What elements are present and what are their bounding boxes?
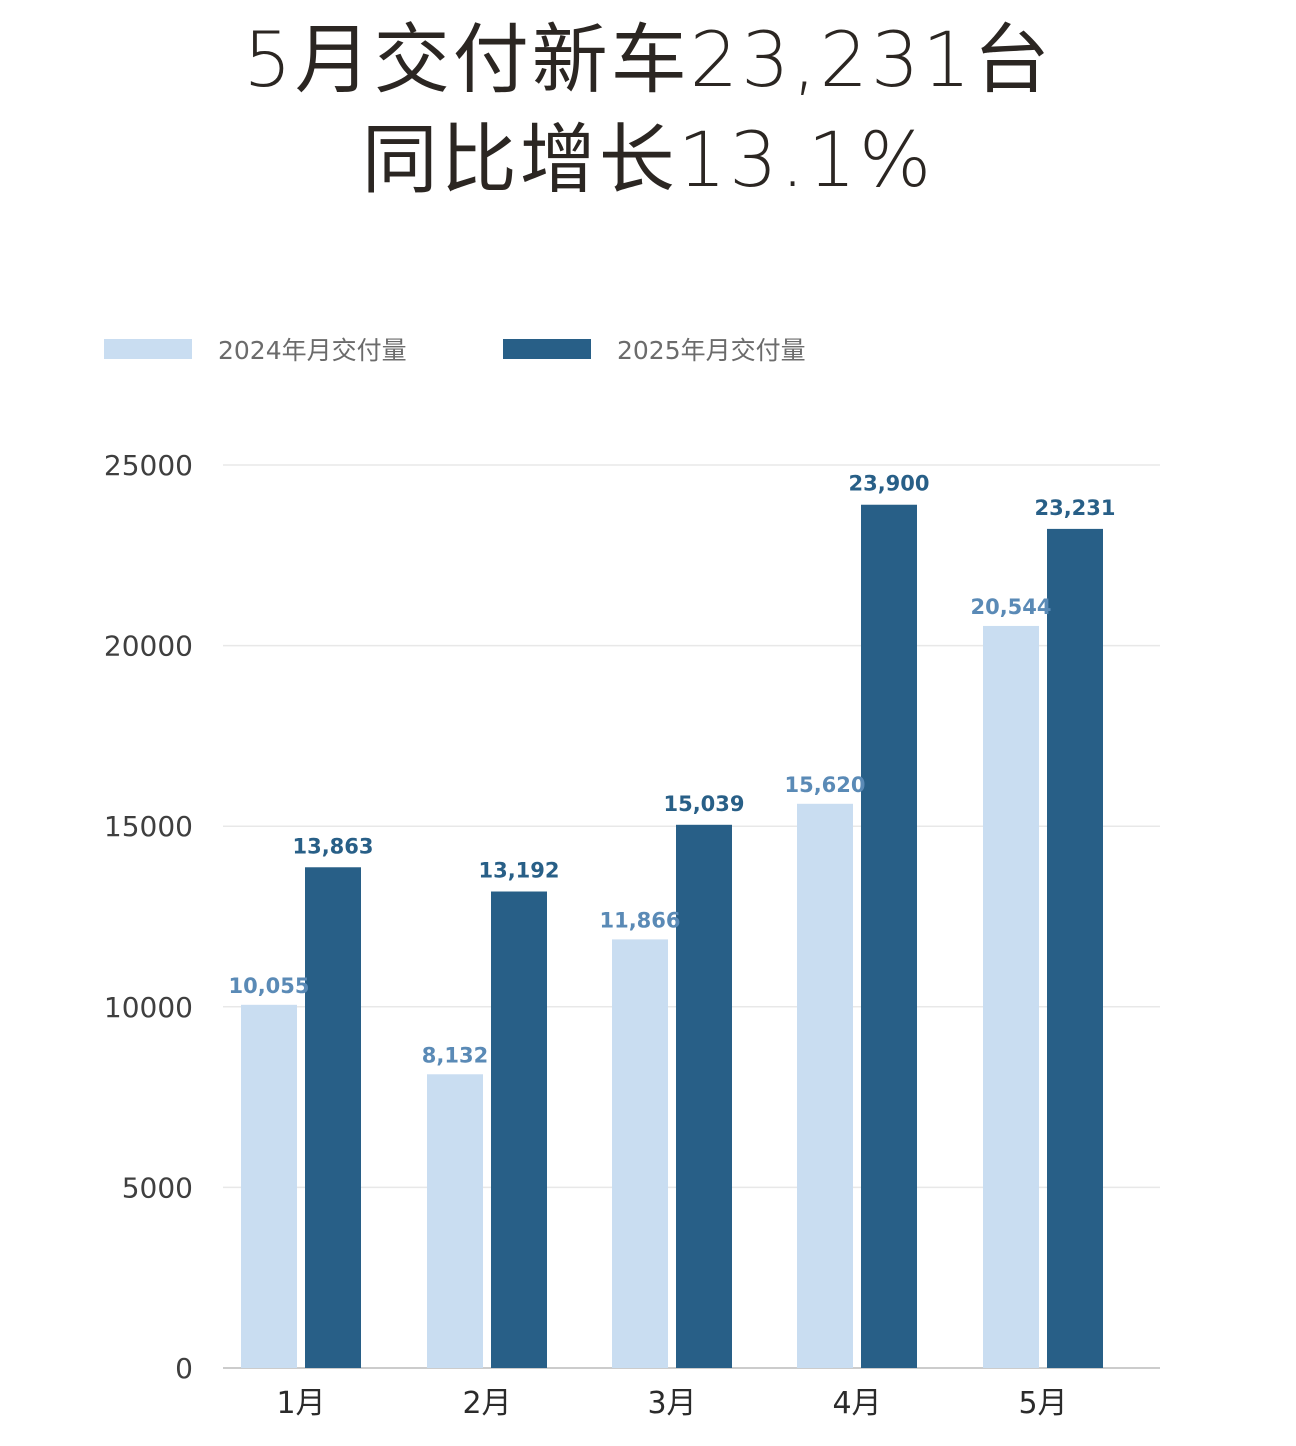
bar-2024 [612,939,668,1368]
chart-title-line-2: 同比增长13.1% [361,115,935,204]
data-label-2024: 15,620 [784,773,865,797]
y-tick-label: 0 [175,1352,193,1385]
data-label-2025: 13,863 [292,834,373,858]
bar-2024 [241,1004,297,1368]
y-tick-label: 25000 [104,449,193,482]
bar-2024 [983,625,1039,1368]
bar-2025 [491,891,547,1368]
y-tick-label: 20000 [104,630,193,663]
data-label-2024: 8,132 [422,1043,488,1067]
bar-2025 [1047,528,1103,1368]
bar-2024 [797,803,853,1368]
data-labels: 10,055 13,863 8,132 13,192 11,866 15,039 15,62… [228,472,1115,1068]
bar-2025 [861,504,917,1368]
data-label-2025: 23,231 [1034,496,1115,520]
data-label-2025: 15,039 [663,792,744,816]
legend-item-2025: 2025年月交付量 [503,334,806,365]
x-tick-label: 2月 [462,1386,511,1421]
y-tick-label: 15000 [104,810,193,843]
bar-2025 [676,824,732,1368]
data-label-2024: 20,544 [970,595,1051,619]
x-tick-label: 4月 [832,1386,881,1421]
data-label-2024: 10,055 [228,974,309,998]
bars [241,504,1103,1368]
y-tick-label: 5000 [122,1171,193,1204]
data-label-2025: 23,900 [848,472,929,496]
legend-item-2024: 2024年月交付量 [104,334,407,365]
y-tick-label: 10000 [104,991,193,1024]
data-label-2025: 13,192 [478,859,559,883]
chart-title-line-1: 5月交付新车23,231台 [243,15,1053,104]
x-tick-label: 3月 [647,1386,696,1421]
legend-label-2024: 2024年月交付量 [218,336,407,365]
x-axis-ticks: 1月 2月 3月 4月 5月 [276,1386,1067,1421]
legend-label-2025: 2025年月交付量 [617,336,806,365]
x-tick-label: 1月 [276,1386,325,1421]
y-axis-ticks: 0 5000 10000 15000 20000 25000 [104,449,193,1385]
legend-swatch-2025 [503,339,591,359]
bar-2025 [305,867,361,1368]
data-label-2024: 11,866 [599,908,680,932]
legend-swatch-2024 [104,339,192,359]
x-tick-label: 5月 [1018,1386,1067,1421]
bar-2024 [427,1074,483,1368]
